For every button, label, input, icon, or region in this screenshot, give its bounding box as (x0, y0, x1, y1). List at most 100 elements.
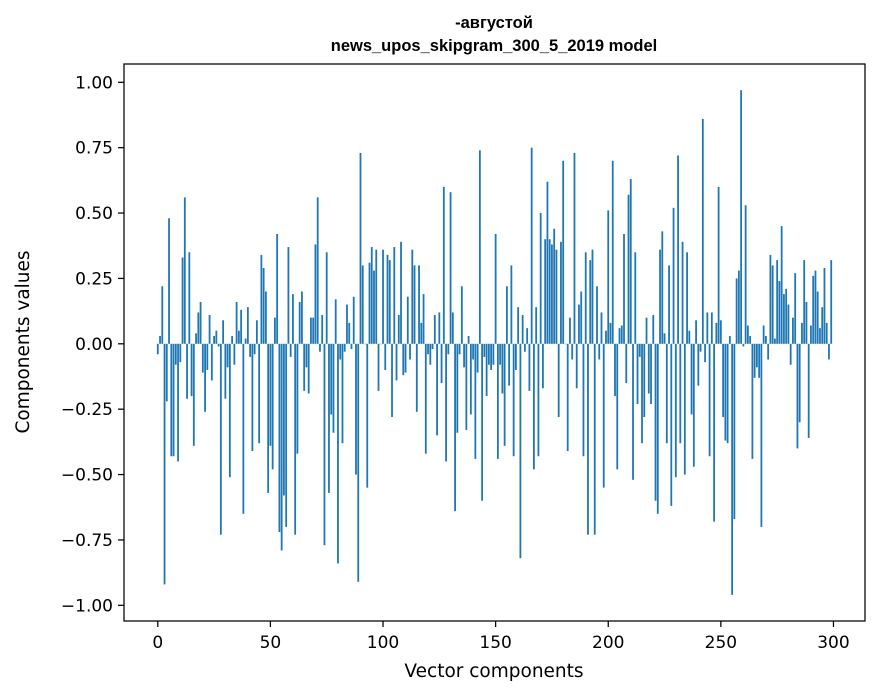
bar-component-141 (474, 343, 477, 459)
bar-component-37 (240, 309, 243, 344)
bar-component-110 (404, 343, 407, 373)
bar-component-166 (530, 147, 533, 344)
bar-component-172 (544, 239, 547, 344)
bar-component-47 (262, 267, 265, 344)
bar-component-42 (251, 343, 254, 452)
bar-component-283 (794, 273, 797, 344)
bar-component-292 (814, 270, 817, 344)
bar-component-231 (677, 155, 679, 344)
bar-component-201 (609, 322, 612, 344)
bar-component-178 (557, 343, 560, 418)
bar-component-40 (246, 307, 249, 344)
bar-component-222 (656, 343, 659, 514)
bar-series (156, 90, 833, 595)
bar-component-211 (632, 343, 634, 480)
bar-component-149 (492, 343, 495, 365)
bar-component-3 (163, 343, 166, 585)
bar-component-265 (753, 343, 756, 378)
bar-component-293 (816, 291, 819, 344)
bar-component-267 (758, 343, 761, 378)
bar-component-19 (199, 301, 202, 344)
bar-component-276 (778, 281, 781, 344)
bar-component-253 (726, 343, 729, 444)
bar-component-240 (697, 343, 700, 386)
bar-component-57 (285, 343, 288, 527)
bar-component-188 (580, 291, 583, 344)
bar-component-204 (616, 343, 619, 470)
bar-component-133 (456, 343, 459, 433)
bar-component-114 (413, 265, 416, 344)
x-tick-label: 150 (479, 633, 511, 653)
bar-component-250 (719, 320, 722, 344)
bar-component-197 (600, 312, 603, 344)
bar-component-196 (598, 343, 601, 360)
bar-component-90 (359, 152, 362, 344)
bar-component-134 (458, 343, 461, 355)
bar-component-254 (728, 335, 731, 344)
bar-component-145 (483, 343, 486, 357)
bar-component-288 (805, 301, 808, 344)
bar-component-74 (323, 343, 326, 546)
bar-component-296 (823, 267, 826, 344)
bar-component-264 (751, 343, 754, 459)
bar-component-67 (307, 343, 310, 394)
bar-component-278 (783, 294, 785, 344)
bar-component-290 (810, 325, 812, 344)
bar-component-76 (328, 343, 330, 493)
bar-component-116 (418, 265, 420, 344)
bar-component-299 (830, 260, 833, 344)
bar-component-95 (370, 247, 373, 344)
bar-component-249 (717, 186, 720, 344)
bar-component-175 (551, 244, 553, 344)
bar-component-272 (769, 254, 772, 344)
bar-component-239 (695, 320, 697, 344)
x-tick-label: 250 (705, 633, 737, 653)
bar-component-165 (528, 343, 531, 391)
bar-component-215 (641, 343, 643, 444)
bar-component-195 (596, 286, 598, 344)
bar-component-242 (701, 118, 704, 344)
bar-component-256 (733, 343, 736, 520)
bar-component-180 (562, 160, 565, 344)
bar-component-294 (819, 328, 821, 344)
bar-component-36 (237, 330, 240, 344)
bar-component-170 (539, 213, 542, 344)
bar-component-35 (235, 301, 238, 344)
x-axis: 0 50 100 150 200 250 300 (152, 621, 850, 653)
bar-component-156 (508, 343, 511, 386)
bar-component-6 (170, 343, 173, 457)
bar-component-245 (708, 343, 711, 457)
bar-component-274 (774, 338, 776, 344)
bar-component-205 (618, 328, 621, 344)
bar-component-153 (501, 343, 504, 394)
bar-component-287 (803, 260, 806, 344)
bar-component-171 (542, 343, 544, 389)
bar-component-68 (310, 317, 312, 344)
bar-component-2 (161, 286, 164, 344)
bar-component-235 (686, 252, 688, 344)
bar-component-69 (312, 317, 315, 344)
bar-component-5 (168, 218, 170, 344)
bar-component-15 (190, 343, 193, 397)
plot-frame (123, 63, 866, 622)
bar-component-100 (382, 249, 384, 344)
bar-component-298 (828, 343, 830, 360)
bar-component-86 (350, 343, 353, 350)
bar-component-169 (537, 343, 540, 457)
bar-component-111 (406, 296, 409, 344)
bar-component-31 (226, 343, 229, 368)
bar-component-62 (296, 343, 299, 454)
bar-component-117 (420, 322, 423, 344)
bar-component-0 (156, 343, 159, 355)
bar-component-214 (638, 343, 641, 357)
bar-component-39 (244, 338, 247, 344)
bar-component-226 (665, 343, 668, 444)
bar-component-38 (242, 343, 245, 514)
bar-component-275 (776, 260, 779, 344)
bar-component-118 (422, 294, 425, 344)
bar-component-187 (578, 304, 580, 344)
bar-component-155 (505, 286, 508, 344)
bar-component-212 (634, 252, 637, 344)
bar-component-152 (499, 343, 502, 365)
